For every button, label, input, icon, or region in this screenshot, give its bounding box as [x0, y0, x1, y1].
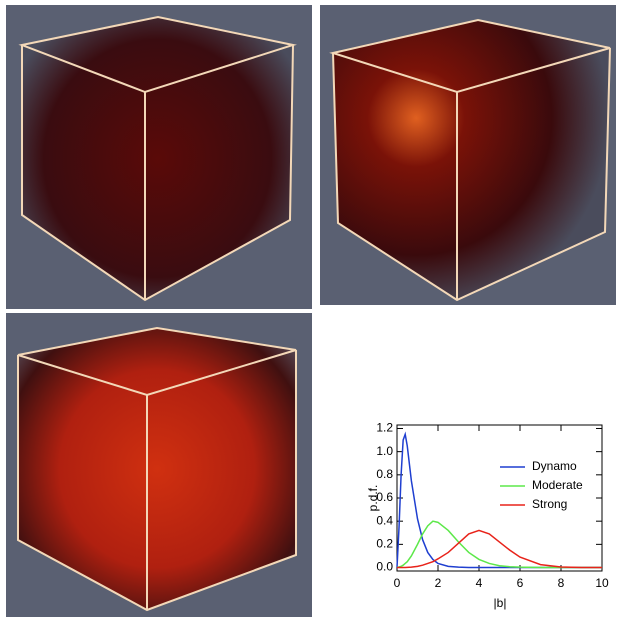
render-panel-2 [320, 5, 616, 305]
x-tick-label: 8 [558, 576, 565, 590]
y-axis-label: p.d.f. [366, 485, 380, 512]
y-tick-label: 0.0 [376, 560, 393, 574]
render-panel-3 [6, 313, 312, 617]
legend-label: Strong [532, 497, 567, 511]
x-tick-label: 10 [595, 576, 609, 590]
render-panel-1 [6, 5, 312, 309]
y-tick-label: 1.0 [376, 444, 393, 458]
x-tick-label: 4 [476, 576, 483, 590]
plot-frame [396, 424, 603, 572]
y-tick-label: 0.4 [376, 513, 393, 527]
y-tick-label: 1.2 [376, 421, 393, 435]
x-tick-label: 0 [394, 576, 401, 590]
x-tick-label: 2 [435, 576, 442, 590]
legend-label: Moderate [532, 478, 583, 492]
legend-label: Dynamo [532, 459, 577, 473]
series-line [396, 520, 602, 569]
x-tick-label: 6 [517, 576, 524, 590]
y-tick-label: 0.6 [376, 490, 393, 504]
series-line [397, 529, 602, 569]
x-axis-label: |b| [494, 596, 507, 610]
y-tick-label: 0.2 [376, 537, 393, 551]
series-line [396, 431, 602, 569]
y-tick-label: 0.8 [376, 467, 393, 481]
